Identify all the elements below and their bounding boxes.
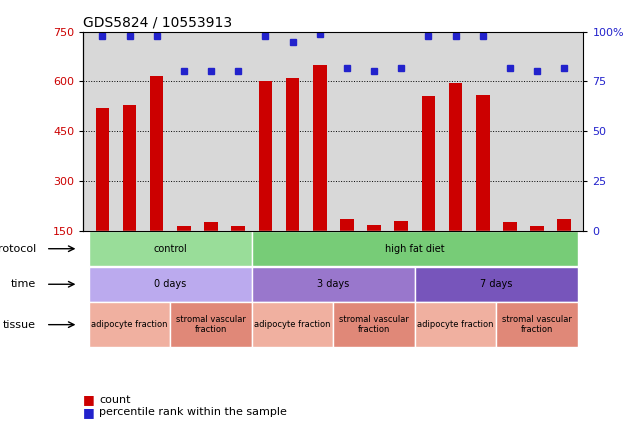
Text: stromal vascular
fraction: stromal vascular fraction [502, 315, 572, 334]
Text: stromal vascular
fraction: stromal vascular fraction [176, 315, 246, 334]
Text: ■: ■ [83, 406, 95, 419]
Bar [340, 219, 354, 231]
Bar [171, 302, 252, 347]
Bar [177, 225, 190, 231]
Bar [96, 108, 109, 231]
Text: adipocyte fraction: adipocyte fraction [91, 320, 168, 329]
Bar [333, 302, 415, 347]
Bar [122, 104, 137, 231]
Text: protocol: protocol [0, 244, 36, 254]
Bar [476, 95, 490, 231]
Bar [252, 231, 578, 266]
Bar [88, 267, 252, 302]
Bar [449, 83, 462, 231]
Bar [150, 77, 163, 231]
Text: adipocyte fraction: adipocyte fraction [417, 320, 494, 329]
Bar [88, 302, 171, 347]
Bar [88, 231, 252, 266]
Bar [367, 225, 381, 231]
Bar [313, 65, 326, 231]
Bar [503, 222, 517, 231]
Bar [231, 226, 245, 231]
Bar [415, 267, 578, 302]
Bar [415, 302, 496, 347]
Text: GDS5824 / 10553913: GDS5824 / 10553913 [83, 15, 233, 29]
Bar [558, 219, 571, 231]
Text: time: time [11, 279, 36, 289]
Text: count: count [99, 395, 131, 405]
Bar [258, 81, 272, 231]
Text: stromal vascular
fraction: stromal vascular fraction [339, 315, 409, 334]
Text: 0 days: 0 days [154, 279, 187, 289]
Text: control: control [153, 244, 187, 254]
Text: 7 days: 7 days [480, 279, 513, 289]
Bar [252, 302, 333, 347]
Bar [286, 78, 299, 231]
Text: high fat diet: high fat diet [385, 244, 445, 254]
Bar [530, 226, 544, 231]
Text: ■: ■ [83, 393, 95, 406]
Bar [394, 221, 408, 231]
Bar [252, 267, 415, 302]
Text: 3 days: 3 days [317, 279, 349, 289]
Text: tissue: tissue [3, 320, 36, 330]
Text: adipocyte fraction: adipocyte fraction [254, 320, 331, 329]
Text: percentile rank within the sample: percentile rank within the sample [99, 407, 287, 418]
Bar [204, 222, 218, 231]
Bar [422, 96, 435, 231]
Bar [496, 302, 578, 347]
